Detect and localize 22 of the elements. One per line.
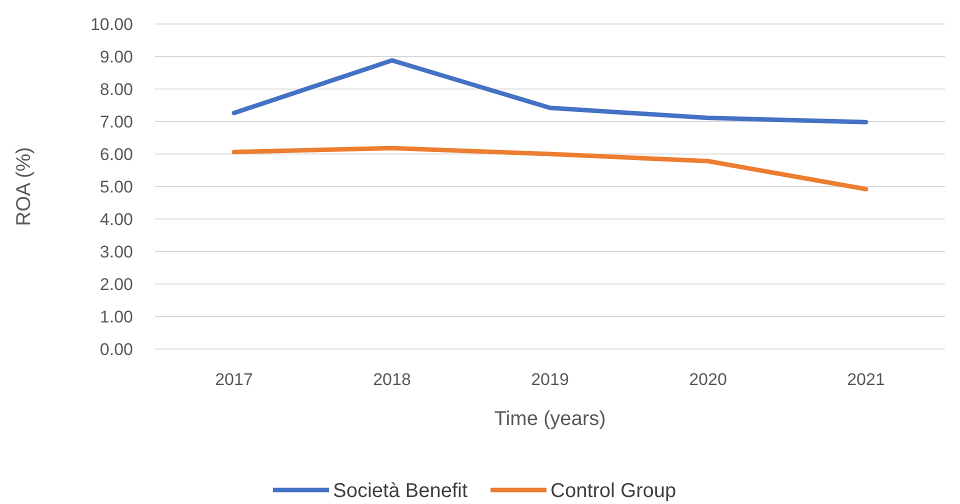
y-tick-label: 5.00	[100, 177, 133, 196]
y-tick-label: 8.00	[100, 80, 133, 99]
y-axis-title: ROA (%)	[13, 147, 35, 226]
x-tick-label: 2018	[373, 370, 411, 389]
legend-label: Società Benefit	[333, 480, 468, 502]
y-tick-label: 4.00	[100, 210, 133, 229]
x-tick-label: 2017	[215, 370, 253, 389]
line-series	[232, 58, 868, 124]
y-tick-label: 7.00	[100, 112, 133, 132]
y-tick-label: 2.00	[100, 274, 133, 294]
y-tick-label: 1.00	[100, 307, 133, 326]
y-tick-label: 9.00	[100, 47, 133, 66]
x-tick-label: 2019	[531, 370, 569, 389]
y-tick-label: 3.00	[100, 242, 133, 262]
y-tick-label: 0.00	[100, 340, 133, 359]
y-tick-label: 10.00	[90, 14, 133, 34]
x-axis-title: Time (years)	[494, 408, 606, 430]
line-series	[232, 146, 868, 192]
y-tick-label: 6.00	[100, 144, 133, 164]
legend-label: Control Group	[550, 480, 676, 502]
x-tick-label: 2020	[689, 370, 727, 389]
x-tick-label: 2021	[847, 370, 885, 389]
